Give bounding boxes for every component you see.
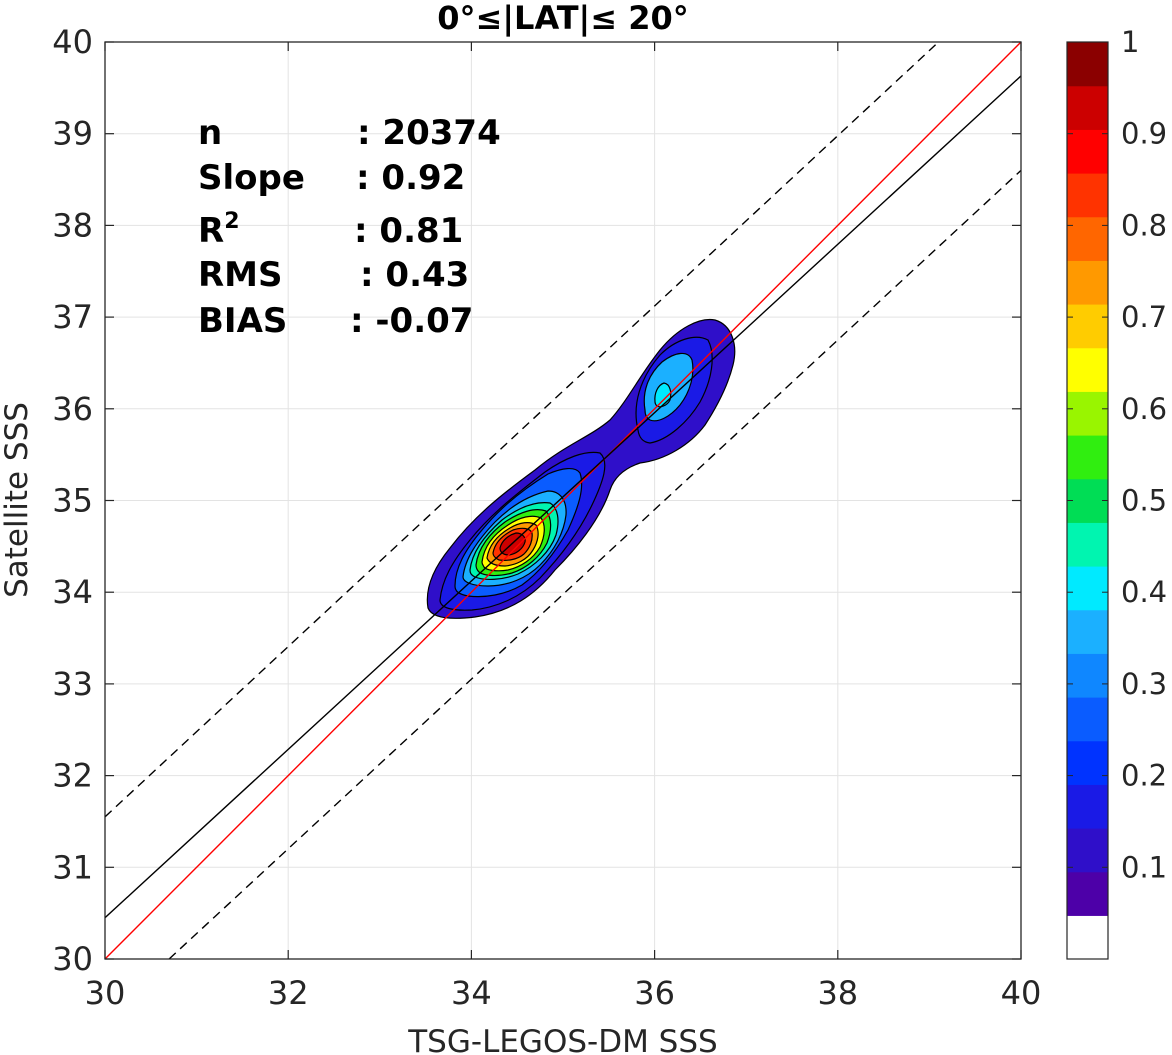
colorbar-segment (1067, 784, 1108, 829)
colorbar-segment (1067, 216, 1108, 261)
y-tick-label: 31 (52, 848, 93, 886)
colorbar-segment (1067, 173, 1108, 218)
y-tick-label: 36 (52, 390, 93, 428)
colorbar-tick-label: 0.4 (1121, 575, 1167, 609)
y-tick-label: 33 (52, 665, 93, 703)
stat-r2-label: R2 (198, 209, 240, 251)
regression-line (105, 75, 1021, 919)
grid (104, 41, 1022, 960)
colorbar-segment (1067, 653, 1108, 698)
colorbar-segment (1067, 740, 1108, 785)
colorbar-segment (1067, 435, 1108, 480)
colorbar-tick-label: 0.5 (1121, 484, 1167, 518)
colorbar-segment (1067, 522, 1108, 567)
stat-bias-value: : -0.07 (350, 301, 473, 341)
y-tick-label: 34 (52, 573, 93, 611)
colorbar-segment (1067, 129, 1108, 174)
colorbar-segment (1067, 609, 1108, 654)
y-tick-label: 39 (52, 115, 93, 153)
x-tick-label: 38 (817, 974, 858, 1012)
stat-slope-label: Slope (198, 158, 305, 198)
y-tick-label: 32 (52, 757, 93, 795)
y-tick-label: 35 (52, 482, 93, 520)
stat-rms-label: RMS (198, 255, 283, 295)
x-tick-label: 36 (634, 974, 675, 1012)
reference-lines (105, 42, 1021, 959)
stat-r2-value: : 0.81 (354, 211, 463, 251)
colorbar-segment (1067, 478, 1108, 523)
colorbar-tick-label: 0.1 (1121, 850, 1167, 884)
colorbar-tick-label: 1 (1121, 25, 1139, 59)
y-tick-label: 30 (52, 940, 93, 978)
colorbar-tick-label: 0.6 (1121, 392, 1167, 426)
stats-annotation: n : 20374 Slope : 0.92 R2 : 0.81 RMS : 0… (198, 113, 501, 341)
colorbar-tick-label: 0.7 (1121, 300, 1167, 334)
colorbar-tick-label: 0.8 (1121, 208, 1167, 242)
colorbar-segment (1067, 871, 1108, 916)
stat-n-value: : 20374 (357, 113, 501, 153)
colorbar: 1 0.9 0.8 0.7 0.6 0.5 0.4 0.3 0.2 0.1 (1066, 25, 1167, 960)
colorbar-segment (1067, 391, 1108, 436)
colorbar-segment (1067, 566, 1108, 611)
colorbar-segment (1067, 42, 1108, 87)
x-tick-label: 32 (268, 974, 309, 1012)
chart-title: 0°≤|LAT|≤ 20° (437, 0, 688, 38)
y-tick-label: 38 (52, 206, 93, 244)
x-tick-label: 34 (451, 974, 492, 1012)
axis-ticks: 30 32 34 36 38 40 30 31 32 33 34 35 36 37 38 39 40 (52, 23, 1041, 1012)
y-axis-label: Satellite SSS (0, 402, 35, 598)
stat-n-label: n (198, 113, 222, 153)
x-tick-label: 30 (85, 974, 126, 1012)
colorbar-segment (1067, 260, 1108, 305)
colorbar-tick-label: 0.3 (1121, 667, 1167, 701)
x-tick-label: 40 (1001, 974, 1042, 1012)
colorbar-segment (1067, 304, 1108, 349)
colorbar-segment (1067, 85, 1108, 130)
colorbar-segment (1067, 915, 1108, 960)
one-to-one-line (105, 42, 1021, 959)
lower-bound-line (168, 169, 1021, 959)
colorbar-segment (1067, 828, 1108, 873)
stat-bias-label: BIAS (198, 301, 287, 341)
colorbar-segment (1067, 347, 1108, 392)
y-tick-label: 40 (52, 23, 93, 61)
upper-bound-line (105, 42, 940, 818)
colorbar-segment (1067, 697, 1108, 742)
stat-slope-value: : 0.92 (356, 158, 465, 198)
x-axis-label: TSG-LEGOS-DM SSS (407, 1024, 717, 1055)
colorbar-tick-label: 0.2 (1121, 759, 1167, 793)
stat-rms-value: : 0.43 (360, 255, 469, 295)
y-tick-label: 37 (52, 298, 93, 336)
colorbar-tick-label: 0.9 (1121, 117, 1167, 151)
